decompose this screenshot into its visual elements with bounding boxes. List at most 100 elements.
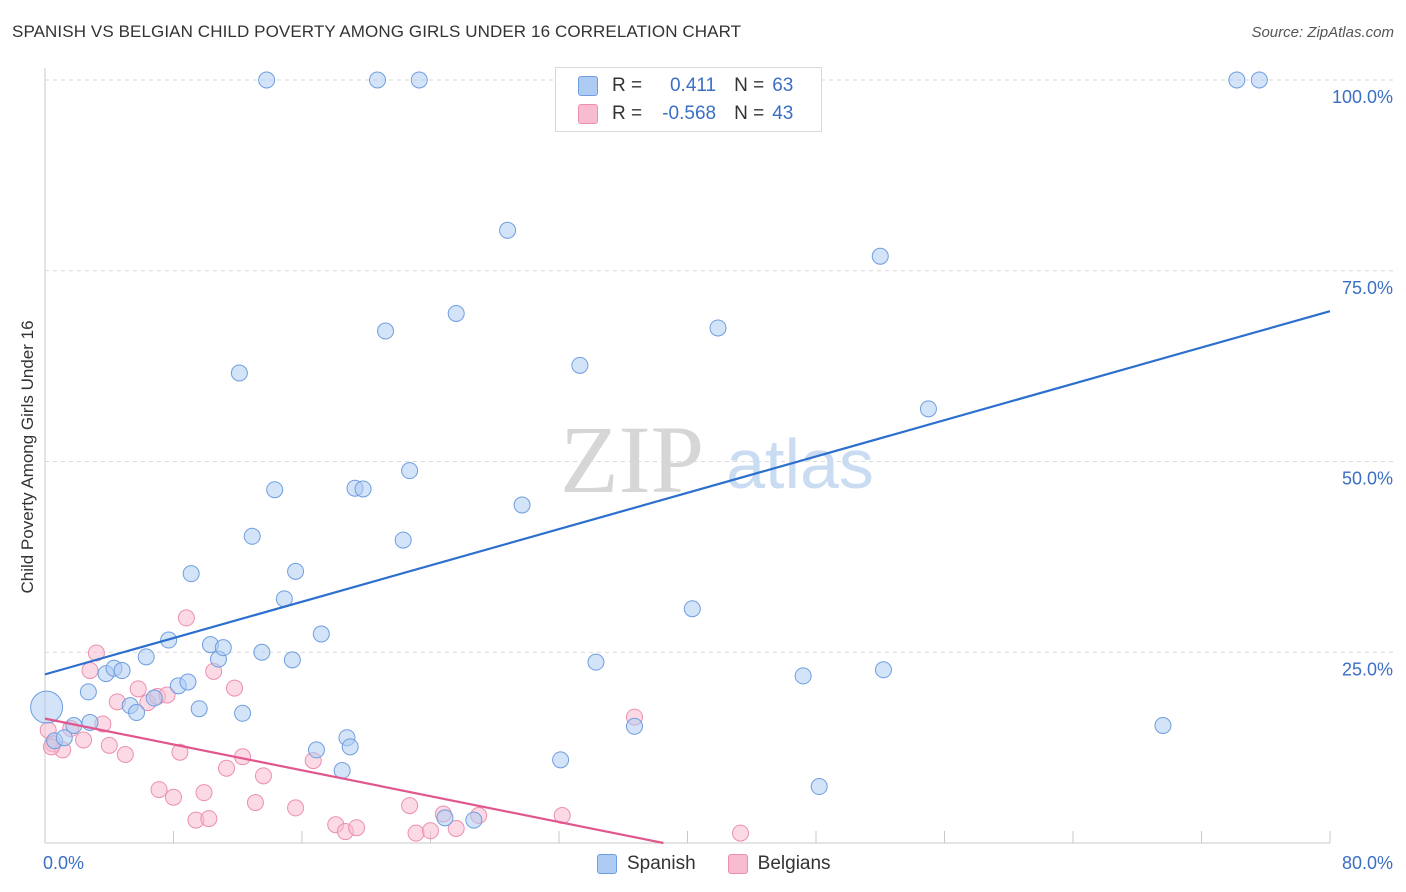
legend-n-value: 43: [772, 103, 794, 124]
belgians-point: [732, 824, 750, 842]
legend-r-value: -0.568: [662, 103, 717, 124]
spanish-point: [79, 683, 97, 701]
spanish-point: [182, 565, 200, 583]
belgians-point: [401, 797, 419, 815]
spanish-point: [243, 527, 261, 545]
legend-row-belgians: R = -0.568 N = 43: [578, 101, 793, 127]
spanish-point: [919, 400, 937, 418]
spanish-point: [709, 319, 727, 337]
trend-lines: [44, 310, 1331, 845]
belgians-point: [218, 759, 236, 777]
spanish-point: [341, 738, 359, 756]
correlation-legend: R = 0.411 N = 63 R = -0.568 N = 43: [555, 67, 822, 132]
spanish-point: [214, 639, 232, 657]
belgians-point: [226, 679, 244, 697]
spanish-trend-line: [44, 310, 1331, 676]
spanish-series: [30, 71, 1268, 829]
spanish-point: [377, 322, 395, 340]
spanish-point: [30, 690, 64, 724]
x-tick-label: 80.0%: [1342, 853, 1393, 873]
y-tick-label: 25.0%: [1342, 659, 1393, 679]
legend-item-belgians[interactable]: Belgians: [727, 853, 831, 875]
belgians-point: [116, 745, 134, 763]
belgians-trend-line: [44, 717, 664, 845]
series-legend: Spanish Belgians: [597, 851, 863, 877]
spanish-point: [1250, 71, 1268, 89]
spanish-point: [794, 667, 812, 685]
belgians-point: [200, 810, 218, 828]
y-axis-label: Child Poverty Among Girls Under 16: [18, 320, 37, 594]
belgians-point: [150, 781, 168, 799]
belgians-point: [81, 662, 99, 680]
spanish-point: [513, 496, 531, 514]
legend-row-spanish: R = 0.411 N = 63: [578, 73, 793, 99]
legend-r-label: R =: [612, 103, 643, 124]
belgians-point: [87, 644, 105, 662]
belgians-point: [254, 767, 272, 785]
y-tick-label: 50.0%: [1342, 469, 1393, 489]
spanish-point: [113, 662, 131, 680]
belgians-point: [287, 799, 305, 817]
chart-title: SPANISH VS BELGIAN CHILD POVERTY AMONG G…: [12, 22, 742, 41]
spanish-point: [128, 704, 146, 722]
spanish-point: [587, 653, 605, 671]
belgians-point: [129, 680, 147, 698]
spanish-point: [55, 729, 73, 747]
belgians-point: [100, 736, 118, 754]
spanish-point: [312, 625, 330, 643]
x-tick-label: 0.0%: [43, 853, 84, 873]
spanish-point: [137, 648, 155, 666]
belgians-point: [407, 824, 425, 842]
watermark-zip: ZIP: [560, 406, 704, 513]
belgians-point: [195, 784, 213, 802]
spanish-point: [253, 643, 271, 661]
spanish-point: [307, 741, 325, 759]
legend-label-belgians: Belgians: [757, 853, 831, 874]
belgians-point: [447, 820, 465, 838]
legend-label-spanish: Spanish: [627, 853, 696, 874]
spanish-point: [871, 247, 889, 265]
spanish-point: [683, 600, 701, 618]
watermark-atlas: atlas: [726, 425, 874, 503]
spanish-point: [190, 700, 208, 718]
spanish-point: [179, 673, 197, 691]
spanish-point: [234, 704, 252, 722]
spanish-point: [258, 71, 276, 89]
tick-labels: 100.0% 75.0% 50.0% 25.0% 0.0% 80.0%: [43, 87, 1393, 873]
spanish-point: [465, 811, 483, 829]
belgians-point: [177, 609, 195, 627]
spanish-swatch: [578, 76, 598, 96]
spanish-point: [1228, 71, 1246, 89]
spanish-point: [283, 651, 301, 669]
spanish-point: [552, 751, 570, 769]
spanish-point: [436, 809, 454, 827]
spanish-point: [447, 304, 465, 322]
belgians-point: [75, 731, 93, 749]
spanish-point: [368, 71, 386, 89]
legend-n-value: 63: [772, 75, 794, 96]
spanish-point: [145, 689, 163, 707]
belgians-legend-swatch: [727, 854, 748, 874]
spanish-point: [874, 661, 892, 679]
belgians-point: [246, 794, 264, 812]
spanish-legend-swatch: [597, 854, 617, 874]
legend-r-label: R =: [612, 75, 643, 96]
spanish-point: [625, 717, 643, 735]
spanish-point: [499, 221, 517, 239]
y-tick-label: 75.0%: [1342, 278, 1393, 298]
spanish-point: [410, 71, 428, 89]
spanish-point: [230, 364, 248, 382]
legend-n-label: N =: [734, 103, 765, 124]
spanish-point: [1154, 716, 1172, 734]
spanish-point: [571, 356, 589, 374]
belgians-swatch: [578, 104, 598, 124]
y-tick-label: 100.0%: [1332, 87, 1393, 107]
spanish-point: [401, 462, 419, 480]
grid-lines: [45, 79, 1395, 653]
belgians-point: [165, 788, 182, 806]
legend-item-spanish[interactable]: Spanish: [597, 853, 696, 875]
spanish-point: [287, 562, 305, 580]
belgians-point: [348, 819, 366, 837]
spanish-point: [394, 531, 412, 549]
